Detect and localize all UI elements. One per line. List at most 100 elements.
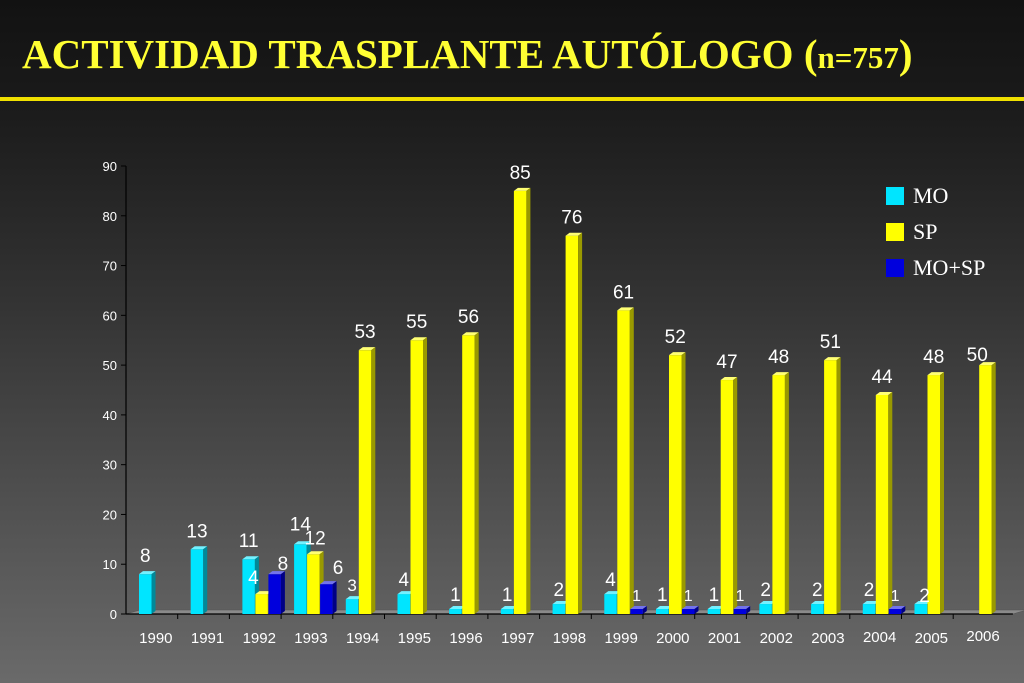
bar-mo-front [449, 609, 462, 614]
data-label: 52 [665, 327, 686, 348]
bar-sp-side [733, 377, 738, 614]
bar-sp-top [410, 337, 427, 341]
legend-swatch-mo-sp [886, 259, 904, 277]
y-tick-label: 80 [103, 209, 117, 224]
x-tick-label: 1998 [553, 630, 586, 647]
legend-item-mo: MO [886, 178, 985, 214]
x-tick-label: 1997 [501, 630, 534, 647]
bar-sp-side [888, 391, 893, 614]
data-label: 11 [239, 531, 259, 552]
y-tick-label: 90 [103, 159, 117, 174]
bar-sp-side [371, 347, 376, 614]
data-label: 1 [684, 588, 693, 605]
y-tick-label: 20 [103, 507, 117, 522]
bar-sp-side [681, 352, 686, 614]
bar-sp-side [991, 362, 996, 614]
bar-mo-sp-top [320, 581, 337, 585]
bar-mo-front [656, 609, 669, 614]
bar-mo-top [707, 606, 725, 610]
bar-sp-top [617, 307, 634, 311]
bar-sp-front [513, 190, 527, 614]
data-label: 48 [923, 347, 944, 368]
bar-mo-front [707, 609, 721, 614]
bar-sp-front [927, 375, 940, 614]
data-label: 1 [709, 585, 720, 606]
bar-mo-top [345, 596, 363, 600]
data-label: 47 [716, 352, 737, 373]
y-tick-label: 70 [103, 259, 117, 274]
bar-sp-front [772, 375, 785, 614]
bar-sp-front [307, 554, 320, 614]
data-label: 1 [632, 588, 641, 605]
data-label: 14 [290, 514, 312, 535]
bar-mo-sp-front [320, 584, 333, 614]
bar-sp-front [462, 335, 475, 614]
bar-sp-side [578, 232, 583, 614]
data-label: 76 [561, 208, 582, 229]
bar-sp-side [836, 357, 841, 614]
bar-mo-sp-front [733, 609, 747, 614]
bar-sp-top [875, 391, 893, 395]
bar-sp-side [474, 332, 479, 614]
bar-mo-top [656, 606, 673, 610]
x-tick-label: 2000 [656, 630, 689, 647]
x-tick-label: 1992 [243, 630, 276, 647]
bar-sp-top [720, 377, 738, 381]
data-label: 48 [768, 347, 789, 368]
x-tick-label: 2004 [863, 629, 896, 646]
bar-mo-front [242, 559, 255, 614]
bar-sp-top [824, 357, 841, 361]
bar-mo-front [811, 604, 824, 614]
bar-sp-side [526, 187, 531, 614]
title-underline [0, 97, 1024, 101]
x-tick-label: 2003 [811, 630, 844, 647]
bar-sp-side [784, 372, 789, 614]
x-tick-label: 2006 [966, 628, 999, 645]
legend-item-mo-sp: MO+SP [886, 250, 985, 286]
chart-legend: MO SP MO+SP [886, 178, 985, 286]
bar-mo-sp-top [630, 606, 647, 610]
bar-sp-front [565, 235, 579, 614]
bar-mo-top [190, 546, 208, 550]
data-label: 61 [613, 282, 634, 303]
bar-mo-side [203, 546, 208, 614]
bar-sp-front [979, 365, 992, 614]
bar-sp-front [358, 350, 372, 614]
bar-sp-top [307, 551, 324, 555]
x-tick-label: 2001 [708, 630, 741, 647]
data-label: 6 [333, 558, 344, 579]
x-tick-label: 1995 [398, 630, 431, 647]
bar-mo-front [294, 544, 307, 614]
bar-sp-top [927, 372, 944, 376]
bar-mo-top [397, 591, 414, 595]
y-tick-label: 30 [103, 458, 117, 473]
bar-sp-side [423, 337, 427, 614]
bar-sp-front [410, 340, 423, 614]
bar-sp-front [720, 380, 734, 614]
legend-item-sp: SP [886, 214, 985, 250]
data-label: 1 [657, 585, 668, 606]
bar-sp-side [629, 307, 634, 614]
bar-sp-top [979, 362, 996, 366]
bar-mo-top [500, 606, 518, 610]
bar-mo-front [604, 594, 617, 614]
bar-mo-top [449, 606, 466, 610]
data-label: 1 [450, 585, 461, 606]
bar-sp-front [255, 594, 268, 614]
data-label: 1 [735, 588, 744, 605]
legend-label-mo: MO [913, 183, 949, 208]
bar-mo-front [914, 604, 927, 614]
x-tick-label: 1991 [191, 630, 224, 647]
data-label: 56 [458, 307, 479, 328]
data-label: 50 [967, 345, 988, 366]
data-label: 13 [186, 521, 207, 542]
legend-swatch-sp [886, 223, 904, 241]
bar-sp-top [513, 187, 531, 191]
x-tick-label: 1990 [139, 630, 172, 647]
bar-mo-sp-top [268, 571, 285, 575]
bar-sp-front [669, 355, 682, 614]
bar-mo-front [862, 604, 876, 614]
legend-label-sp: SP [913, 219, 938, 244]
bar-sp-top [462, 332, 479, 336]
